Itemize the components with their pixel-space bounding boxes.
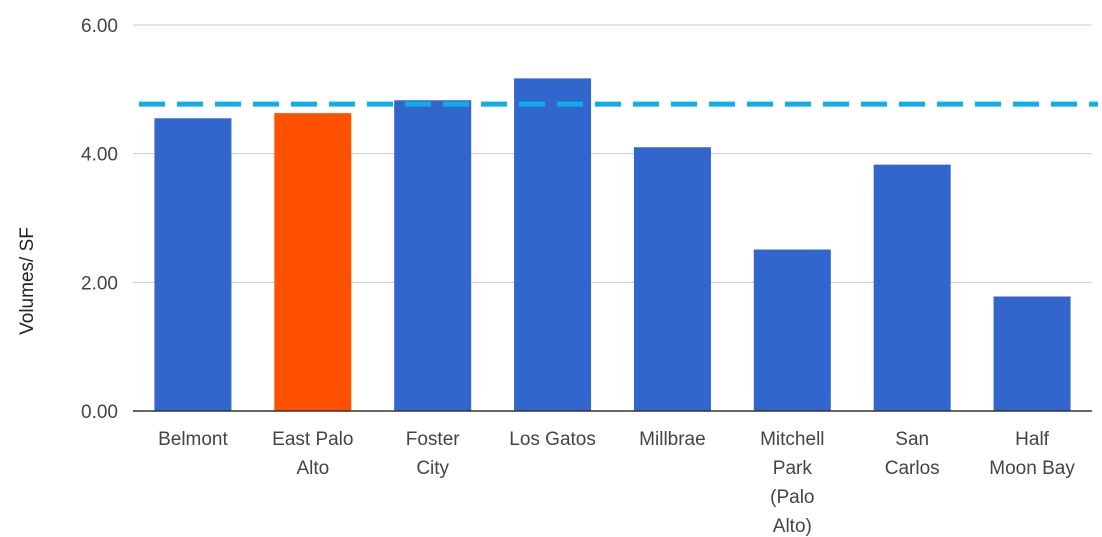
- x-tick-label: East Palo Alto: [272, 429, 353, 479]
- y-tick-label: 0.00: [81, 402, 118, 423]
- bar: [274, 113, 352, 412]
- bar: [514, 78, 592, 411]
- bar: [873, 164, 951, 411]
- y-tick-label: 4.00: [81, 145, 118, 166]
- bars: [154, 78, 1071, 412]
- x-tick-label: Mitchell Park (Palo Alto): [760, 429, 824, 537]
- x-tick-label: Los Gatos: [509, 429, 596, 450]
- y-axis-title: Volumes/ SF: [17, 227, 38, 335]
- bar: [154, 118, 232, 412]
- bar: [633, 147, 711, 411]
- x-tick-label: Millbrae: [639, 429, 706, 450]
- bar: [993, 296, 1071, 411]
- x-axis-category-labels: Belmont East Palo Alto Foster City Los Gatos M…: [158, 429, 1075, 537]
- y-tick-label: 2.00: [81, 273, 118, 294]
- x-tick-label: Foster City: [406, 429, 461, 479]
- x-tick-label: Belmont: [158, 429, 228, 450]
- y-tick-label: 6.00: [81, 16, 118, 37]
- y-axis-ticks: 0.00 2.00 4.00 6.00: [81, 16, 118, 423]
- x-tick-label: San Carlos: [885, 429, 940, 479]
- bar: [394, 100, 472, 412]
- x-tick-label: Half Moon Bay: [989, 429, 1075, 479]
- bar: [753, 249, 831, 411]
